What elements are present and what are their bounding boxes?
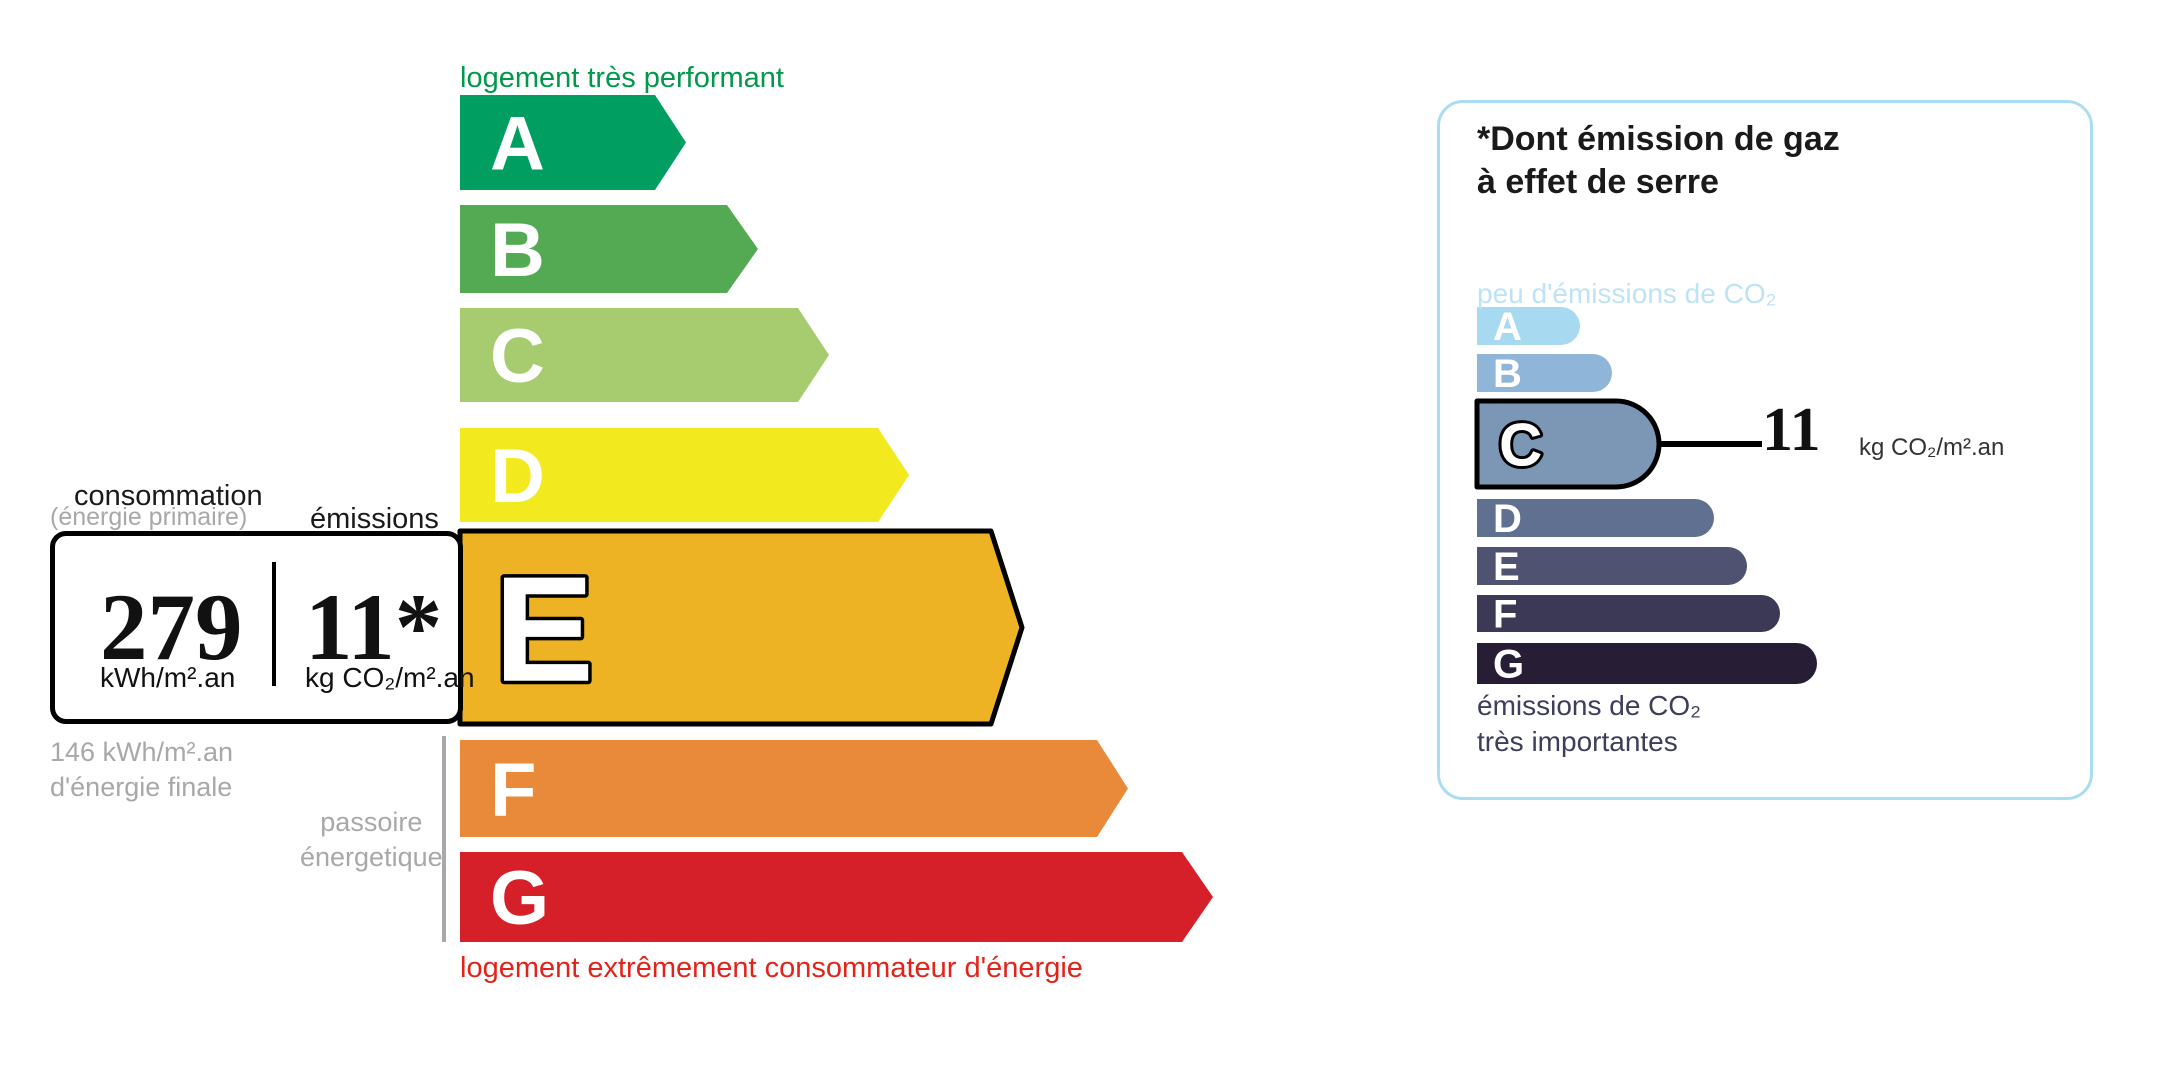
svg-text:E: E (494, 545, 594, 713)
svg-text:E: E (1493, 545, 1520, 589)
svg-text:D: D (490, 434, 545, 519)
svg-text:G: G (1493, 643, 1524, 687)
svg-text:A: A (490, 102, 545, 187)
svg-text:C: C (490, 314, 545, 399)
svg-text:C: C (1499, 411, 1542, 478)
svg-text:D: D (1493, 497, 1522, 541)
svg-text:A: A (1493, 305, 1522, 349)
svg-text:F: F (490, 748, 536, 833)
svg-text:B: B (1493, 352, 1522, 396)
svg-text:B: B (490, 208, 545, 293)
svg-text:F: F (1493, 593, 1517, 637)
svg-text:G: G (490, 856, 549, 941)
